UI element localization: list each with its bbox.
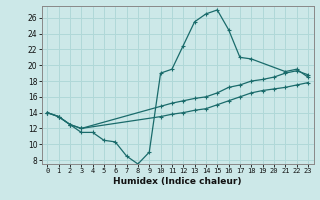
X-axis label: Humidex (Indice chaleur): Humidex (Indice chaleur): [113, 177, 242, 186]
